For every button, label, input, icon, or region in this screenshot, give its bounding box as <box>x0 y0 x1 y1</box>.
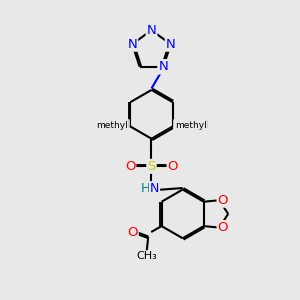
Text: CH₃: CH₃ <box>136 251 157 261</box>
Text: methyl: methyl <box>96 121 128 130</box>
Text: H: H <box>140 182 150 195</box>
Text: N: N <box>158 60 168 73</box>
Text: N: N <box>158 60 168 73</box>
Text: O: O <box>218 221 228 234</box>
Text: O: O <box>125 160 135 173</box>
Text: N: N <box>128 38 137 51</box>
Text: O: O <box>218 194 228 207</box>
Text: N: N <box>150 182 159 195</box>
Text: methyl: methyl <box>174 120 208 130</box>
Text: O: O <box>168 160 178 173</box>
Text: methyl: methyl <box>175 121 207 130</box>
Text: methyl: methyl <box>95 120 129 130</box>
Text: N: N <box>166 38 175 51</box>
Text: S: S <box>147 160 156 173</box>
Text: O: O <box>127 226 138 238</box>
Text: N: N <box>147 24 156 37</box>
